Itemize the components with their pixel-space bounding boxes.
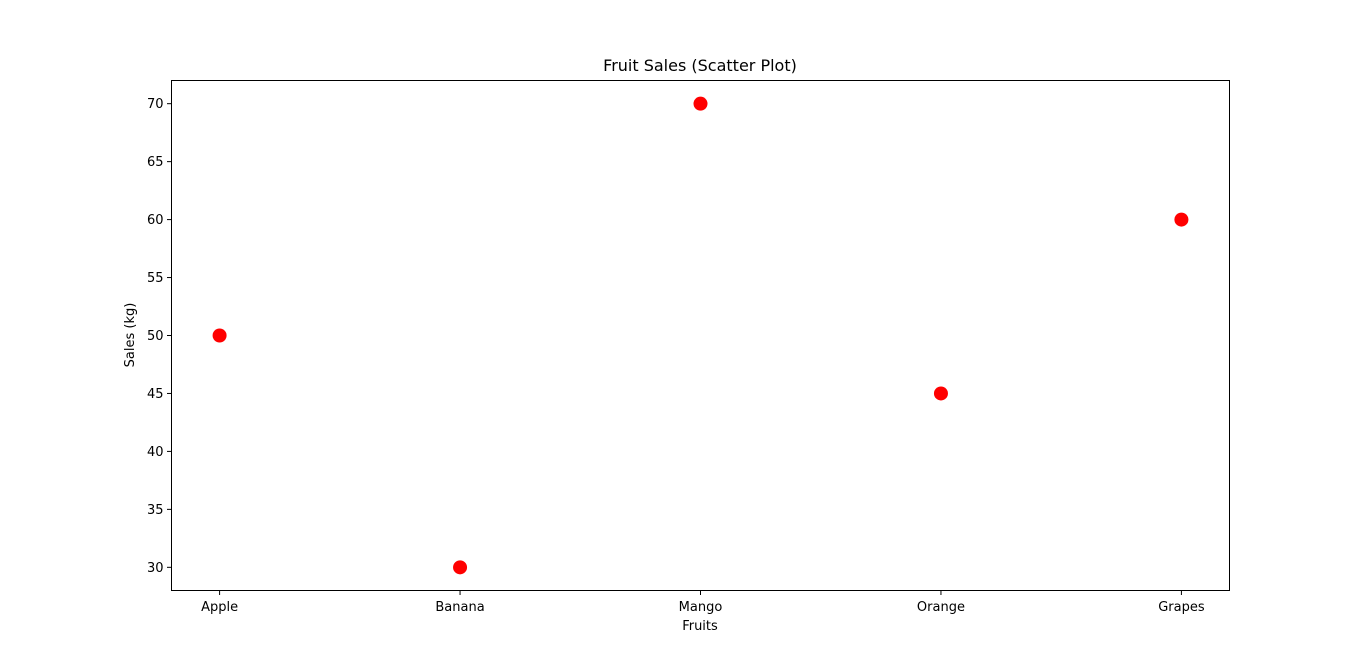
- y-tick-label: 45: [147, 387, 164, 402]
- y-tick-label: 40: [147, 445, 164, 460]
- x-tick-label: Banana: [435, 600, 484, 615]
- x-tick-label: Grapes: [1158, 600, 1205, 615]
- x-tick-label: Orange: [917, 600, 965, 615]
- x-axis-label: Fruits: [682, 619, 718, 634]
- y-tick-label: 50: [147, 329, 164, 344]
- y-tick-label: 30: [147, 561, 164, 576]
- y-axis-label: Sales (kg): [123, 303, 138, 368]
- x-tick-label: Mango: [679, 600, 723, 615]
- y-tick-label: 35: [147, 503, 164, 518]
- chart-title: Fruit Sales (Scatter Plot): [603, 56, 797, 75]
- y-axis: 30 35 40 45 50 55 60 65 70: [147, 97, 172, 576]
- x-axis: Apple Banana Mango Orange Grapes: [201, 590, 1205, 615]
- y-tick-label: 65: [147, 155, 164, 170]
- scatter-point: [693, 96, 708, 111]
- scatter-point: [453, 560, 468, 575]
- y-tick-label: 55: [147, 271, 164, 286]
- scatter-point: [933, 386, 948, 401]
- scatter-point: [212, 328, 227, 343]
- scatter-point: [1174, 212, 1189, 227]
- y-tick-label: 70: [147, 97, 164, 112]
- y-tick-label: 60: [147, 213, 164, 228]
- data-points: [212, 96, 1189, 575]
- x-tick-label: Apple: [201, 600, 238, 615]
